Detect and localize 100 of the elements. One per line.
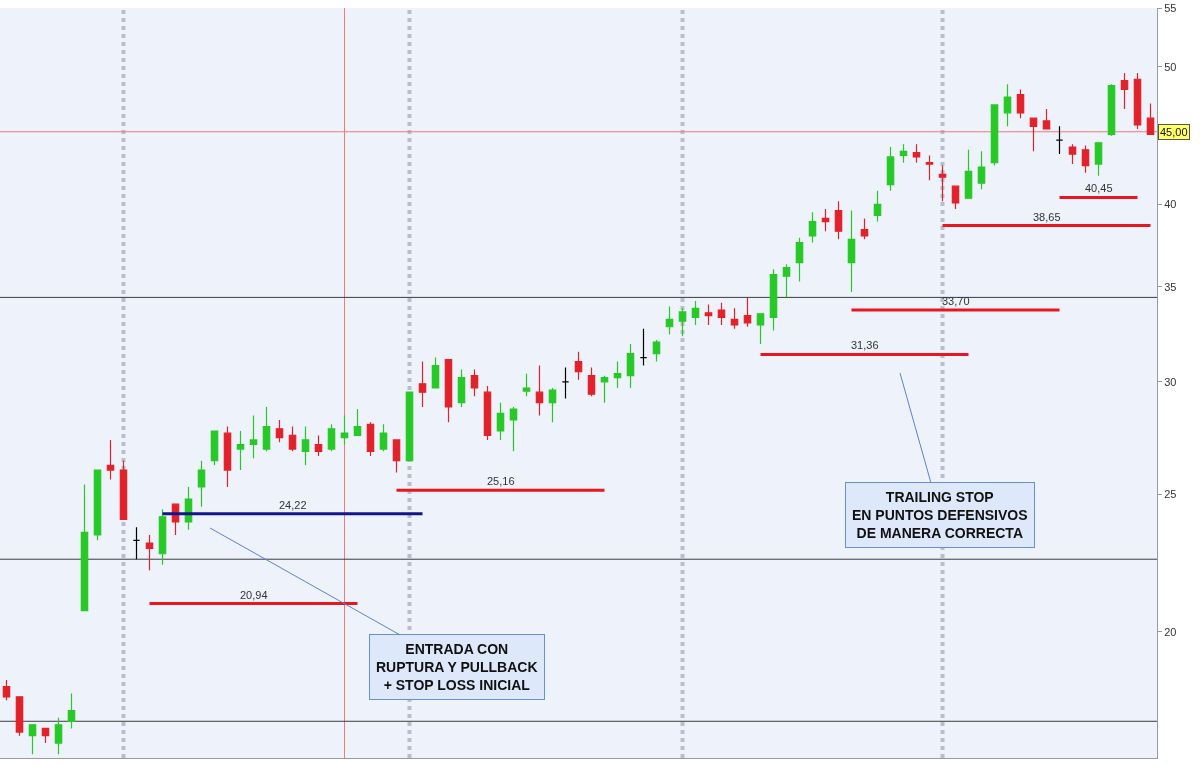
candlestick — [210, 430, 219, 466]
candlestick — [990, 104, 999, 167]
candlestick — [15, 696, 24, 737]
candlestick — [119, 460, 128, 521]
candlestick — [457, 368, 466, 408]
candlestick — [275, 419, 284, 443]
candlestick — [600, 375, 609, 404]
series-label: 40,45 — [1085, 182, 1113, 194]
ref-line-label: 45,00 — [1160, 126, 1188, 138]
candlestick — [977, 150, 986, 190]
candlestick — [223, 425, 232, 488]
candlestick — [444, 358, 453, 423]
candlestick — [873, 190, 882, 223]
candlestick — [860, 217, 869, 240]
candlestick — [418, 360, 427, 408]
candlestick — [340, 415, 349, 446]
y-tick-label: 20 — [1164, 625, 1177, 638]
candlestick — [535, 364, 544, 417]
candlestick — [691, 300, 700, 326]
candlestick — [470, 368, 479, 397]
candlestick — [327, 423, 336, 452]
candlestick — [717, 302, 726, 326]
candlestick — [379, 423, 388, 452]
candlestick — [743, 296, 752, 328]
annotation: TRAILING STOP EN PUNTOS DEFENSIVOS DE MANERA CORRECTA — [852, 489, 1028, 542]
candlestick — [158, 508, 167, 566]
series-label: 24,22 — [279, 499, 307, 511]
candlestick — [366, 421, 375, 457]
candlestick — [405, 391, 414, 462]
candlestick — [1003, 83, 1012, 127]
series-label: 25,16 — [487, 475, 515, 487]
candlestick — [431, 357, 440, 389]
candlestick — [899, 143, 908, 164]
candlestick — [28, 724, 37, 755]
candlestick — [548, 387, 557, 423]
candlestick — [964, 149, 973, 199]
y-tick-label: 50 — [1164, 60, 1177, 73]
candlestick — [925, 154, 934, 181]
candlestick — [249, 415, 258, 459]
series-label: 33,70 — [942, 295, 970, 307]
candlestick — [353, 408, 362, 437]
candlestick — [626, 343, 635, 389]
candlestick — [522, 373, 531, 397]
candlestick — [132, 526, 141, 560]
y-tick-label: 35 — [1164, 280, 1177, 293]
candlestick — [769, 268, 778, 332]
candlestick — [483, 385, 492, 441]
candlestick — [197, 460, 206, 508]
candlestick — [1146, 103, 1155, 136]
candlestick — [1120, 72, 1129, 110]
y-tick-label: 30 — [1164, 375, 1177, 388]
y-tick-label: 55 — [1164, 1, 1177, 14]
candlestick — [1081, 145, 1090, 174]
candlestick — [1029, 117, 1038, 152]
candlestick — [886, 146, 895, 192]
candlestick — [145, 534, 154, 571]
candlestick — [756, 313, 765, 345]
candlestick — [613, 360, 622, 389]
candlestick — [236, 430, 245, 471]
candlestick — [704, 304, 713, 326]
candlestick — [730, 307, 739, 330]
candlestick — [1094, 142, 1103, 177]
candlestick — [1042, 108, 1051, 130]
candlestick — [574, 351, 583, 381]
candlestick — [509, 406, 518, 452]
annotation: ENTRADA CON RUPTURA Y PULLBACK + STOP LOSS INICIAL — [376, 641, 538, 694]
candlestick — [288, 425, 297, 452]
candlestick — [1133, 72, 1142, 130]
y-tick-label: 40 — [1164, 198, 1177, 211]
candlestick — [301, 425, 310, 466]
candlestick — [782, 263, 791, 298]
candlestick — [561, 366, 570, 400]
series-label: 20,94 — [240, 589, 268, 601]
y-tick-label: 25 — [1164, 488, 1177, 501]
candlestick — [951, 185, 960, 210]
candlestick — [639, 328, 648, 367]
candlestick — [80, 483, 89, 612]
candlestick — [834, 200, 843, 240]
candlestick — [1055, 125, 1064, 155]
candlestick — [106, 439, 115, 481]
candlestick — [1107, 83, 1116, 137]
candlestick — [938, 164, 947, 202]
candlestick — [665, 305, 674, 335]
candlestick — [808, 211, 817, 244]
candlestick — [67, 692, 76, 730]
candlestick — [496, 402, 505, 441]
candlestick — [314, 434, 323, 457]
candlestick — [1016, 88, 1025, 119]
candlestick — [587, 366, 596, 397]
candlestick — [262, 406, 271, 452]
candlestick — [54, 717, 63, 755]
candlestick — [1068, 143, 1077, 165]
candlestick — [652, 339, 661, 363]
candlestick — [392, 439, 401, 474]
candlestick — [795, 237, 804, 283]
candlestick — [912, 143, 921, 164]
candlestick — [821, 208, 830, 232]
candlestick — [2, 679, 11, 701]
candlestick — [678, 307, 687, 337]
series-label: 38,65 — [1033, 211, 1061, 223]
